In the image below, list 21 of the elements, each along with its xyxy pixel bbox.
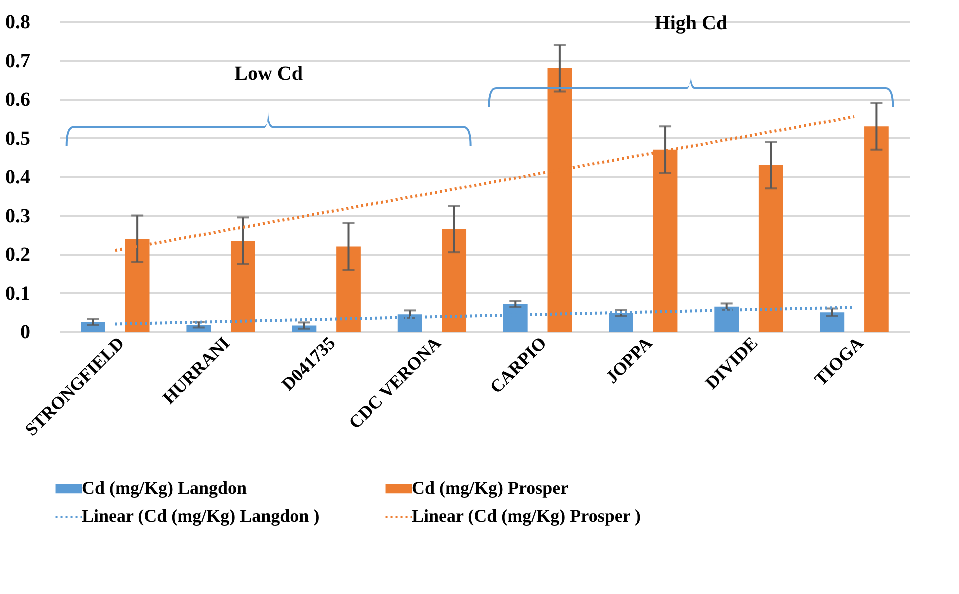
bar	[336, 246, 361, 332]
legend-label: Linear (Cd (mg/Kg) Langdon )	[82, 506, 320, 526]
y-tick-label: 0.7	[6, 50, 30, 72]
bar	[820, 312, 845, 332]
annotation: Low Cd	[234, 62, 303, 85]
legend-label: Cd (mg/Kg) Langdon	[82, 478, 248, 498]
annotation: High Cd	[654, 12, 728, 34]
y-tick-label: 0.1	[6, 282, 30, 305]
y-tick-label: 0.3	[6, 205, 30, 228]
y-tick-label: 0.5	[6, 128, 30, 150]
legend-label: Cd (mg/Kg) Prosper	[412, 478, 569, 498]
y-tick-label: 0	[20, 322, 30, 344]
bar	[864, 126, 889, 332]
legend-label: Linear (Cd (mg/Kg) Prosper )	[412, 506, 641, 526]
bar	[442, 229, 467, 332]
bar	[230, 240, 256, 332]
y-tick-label: 0.4	[6, 166, 30, 188]
y-tick-label: 0.6	[6, 89, 30, 111]
bar	[758, 165, 784, 332]
y-tick-label: 0.2	[6, 244, 30, 266]
y-tick-label: 0.8	[6, 12, 30, 34]
